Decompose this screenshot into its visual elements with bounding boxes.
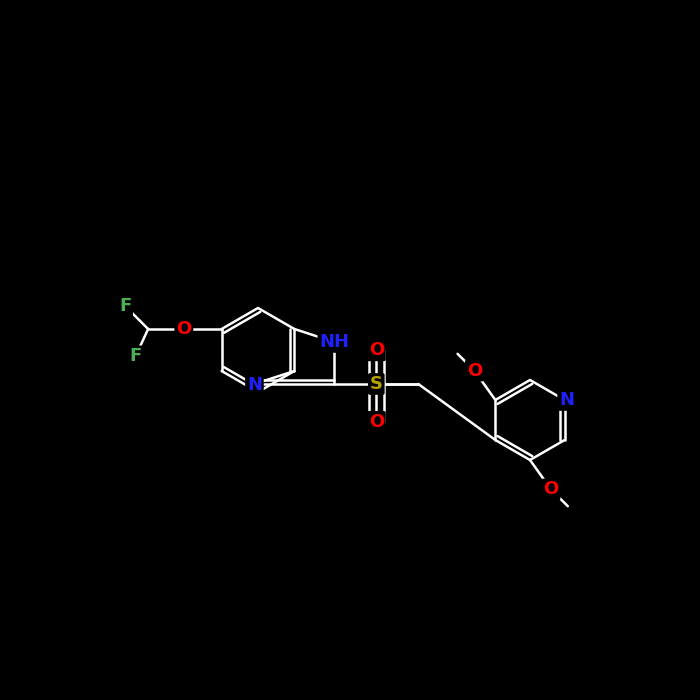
Text: O: O bbox=[369, 413, 384, 430]
Text: O: O bbox=[467, 362, 482, 379]
Text: F: F bbox=[130, 347, 141, 365]
Text: O: O bbox=[369, 342, 384, 359]
Text: N: N bbox=[559, 391, 574, 409]
Text: O: O bbox=[543, 480, 559, 498]
Text: N: N bbox=[247, 376, 262, 394]
Text: S: S bbox=[370, 375, 383, 393]
Text: F: F bbox=[119, 297, 131, 315]
Text: O: O bbox=[176, 320, 192, 338]
Text: NH: NH bbox=[319, 333, 349, 351]
